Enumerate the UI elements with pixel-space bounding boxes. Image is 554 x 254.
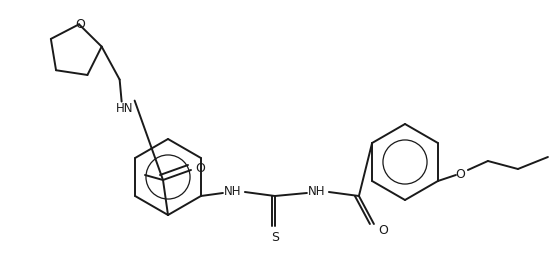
Text: O: O — [195, 162, 205, 175]
Text: NH: NH — [308, 185, 326, 198]
Text: S: S — [271, 231, 279, 244]
Text: HN: HN — [116, 102, 134, 115]
Text: O: O — [378, 224, 388, 236]
Text: O: O — [75, 18, 85, 31]
Text: O: O — [455, 167, 465, 180]
Text: NH: NH — [224, 185, 242, 198]
